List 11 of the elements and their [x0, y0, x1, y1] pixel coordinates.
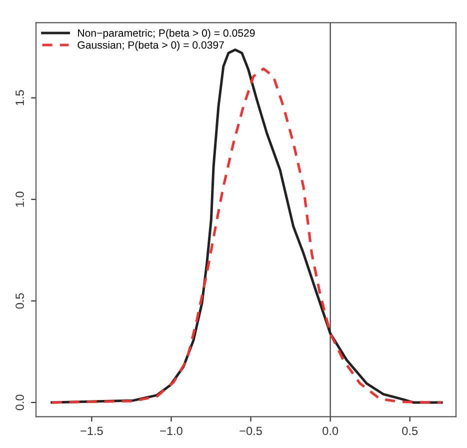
- x-tick-label: 0.0: [322, 426, 338, 436]
- y-tick-label: 1.0: [16, 192, 24, 207]
- legend-label: Gaussian; P(beta > 0) = 0.0397: [78, 40, 224, 51]
- x-tick-label: 0.5: [402, 426, 418, 436]
- legend-label: Non−parametric; P(beta > 0) = 0.0529: [78, 29, 255, 39]
- y-tick-label: 0.5: [16, 293, 24, 309]
- x-tick-label: −1.0: [160, 426, 182, 436]
- y-tick-label: 1.5: [16, 90, 24, 106]
- x-tick-label: −1.5: [80, 426, 103, 436]
- x-tick-label: −0.5: [240, 426, 262, 436]
- y-tick-label: 0.0: [16, 394, 24, 410]
